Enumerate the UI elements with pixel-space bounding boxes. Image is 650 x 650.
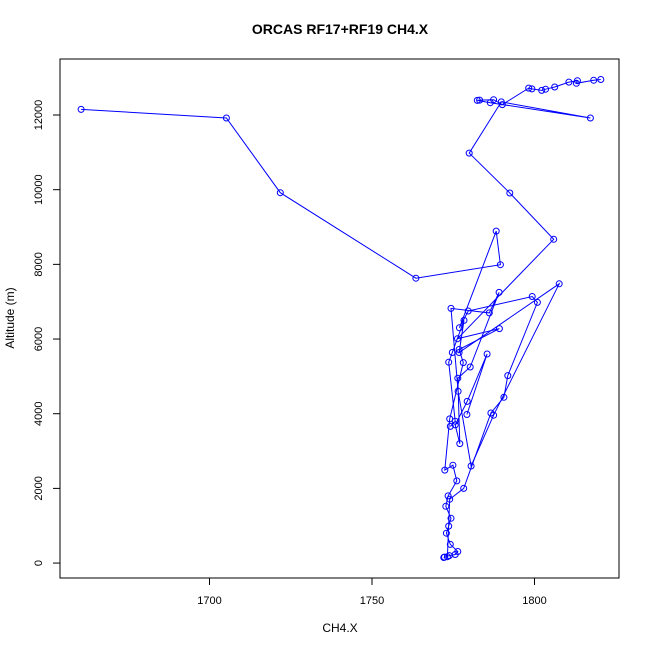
data-point (454, 387, 462, 395)
data-point (463, 411, 471, 418)
data-point (446, 422, 454, 430)
data-point (442, 529, 450, 537)
data-point (440, 554, 448, 561)
data-point (500, 393, 508, 401)
data-point (444, 492, 452, 500)
data-point (590, 76, 598, 84)
data-point (445, 522, 453, 530)
x-tick-label: 1750 (360, 595, 384, 607)
y-tick-label: 0 (33, 560, 45, 566)
x-axis-label: CH4.X (322, 621, 357, 635)
data-point (528, 293, 536, 300)
data-point (485, 309, 493, 317)
data-point (483, 350, 491, 358)
data-point (476, 96, 484, 104)
data-point (504, 372, 512, 380)
data-point (586, 114, 594, 122)
data-point (441, 466, 449, 474)
data-point (463, 397, 471, 405)
data-point (445, 358, 453, 366)
data-point (497, 98, 505, 106)
data-point (506, 189, 514, 197)
data-point (490, 411, 498, 419)
data-point (442, 502, 450, 510)
x-tick-label: 1800 (522, 595, 546, 607)
y-axis: 0 2000 4000 6000 8000 10000 12000 (33, 100, 61, 566)
data-point (460, 484, 468, 492)
data-point (448, 349, 456, 356)
data-point (565, 78, 573, 86)
data-point (550, 235, 558, 243)
data-point (443, 553, 451, 561)
data-point (455, 346, 463, 353)
data-point (473, 96, 481, 104)
data-point (459, 359, 467, 367)
series-points (77, 76, 605, 561)
data-point (454, 335, 461, 343)
data-point (446, 495, 454, 503)
data-point (455, 324, 463, 332)
data-point (538, 86, 546, 94)
data-point (533, 298, 541, 306)
data-point (528, 85, 536, 93)
data-point (573, 77, 581, 85)
data-point (464, 307, 472, 315)
data-point (466, 363, 474, 371)
data-point (446, 540, 454, 548)
data-point (460, 316, 468, 324)
data-point (492, 227, 500, 235)
y-axis-label: Altitude (m) (3, 287, 17, 348)
data-point (455, 349, 463, 356)
data-point (449, 461, 457, 469)
data-point (525, 84, 533, 92)
data-point (456, 440, 464, 448)
y-tick-label: 4000 (33, 401, 45, 425)
data-point (222, 114, 230, 122)
data-point (454, 374, 462, 382)
data-point (495, 288, 503, 296)
y-tick-label: 10000 (33, 174, 45, 205)
data-point (551, 83, 559, 91)
data-point (451, 417, 459, 425)
x-tick-label: 1700 (197, 595, 221, 607)
data-point (77, 105, 85, 113)
data-point (555, 280, 563, 288)
data-point (597, 76, 605, 83)
data-point (276, 189, 284, 197)
data-point (412, 274, 420, 282)
data-point (496, 261, 504, 269)
y-tick-label: 8000 (33, 252, 45, 276)
y-tick-label: 2000 (33, 476, 45, 500)
data-point (451, 421, 459, 429)
y-tick-label: 12000 (33, 100, 45, 131)
data-point (465, 149, 473, 157)
data-point (453, 477, 461, 485)
x-axis: 1700 1750 1800 (197, 577, 547, 607)
data-point (447, 514, 455, 522)
data-point (447, 304, 455, 312)
data-point (495, 325, 503, 333)
data-point (486, 99, 494, 107)
y-tick-label: 6000 (33, 327, 45, 351)
data-point (542, 85, 550, 93)
data-point (467, 462, 475, 470)
chart-title: ORCAS RF17+RF19 CH4.X (252, 21, 429, 37)
